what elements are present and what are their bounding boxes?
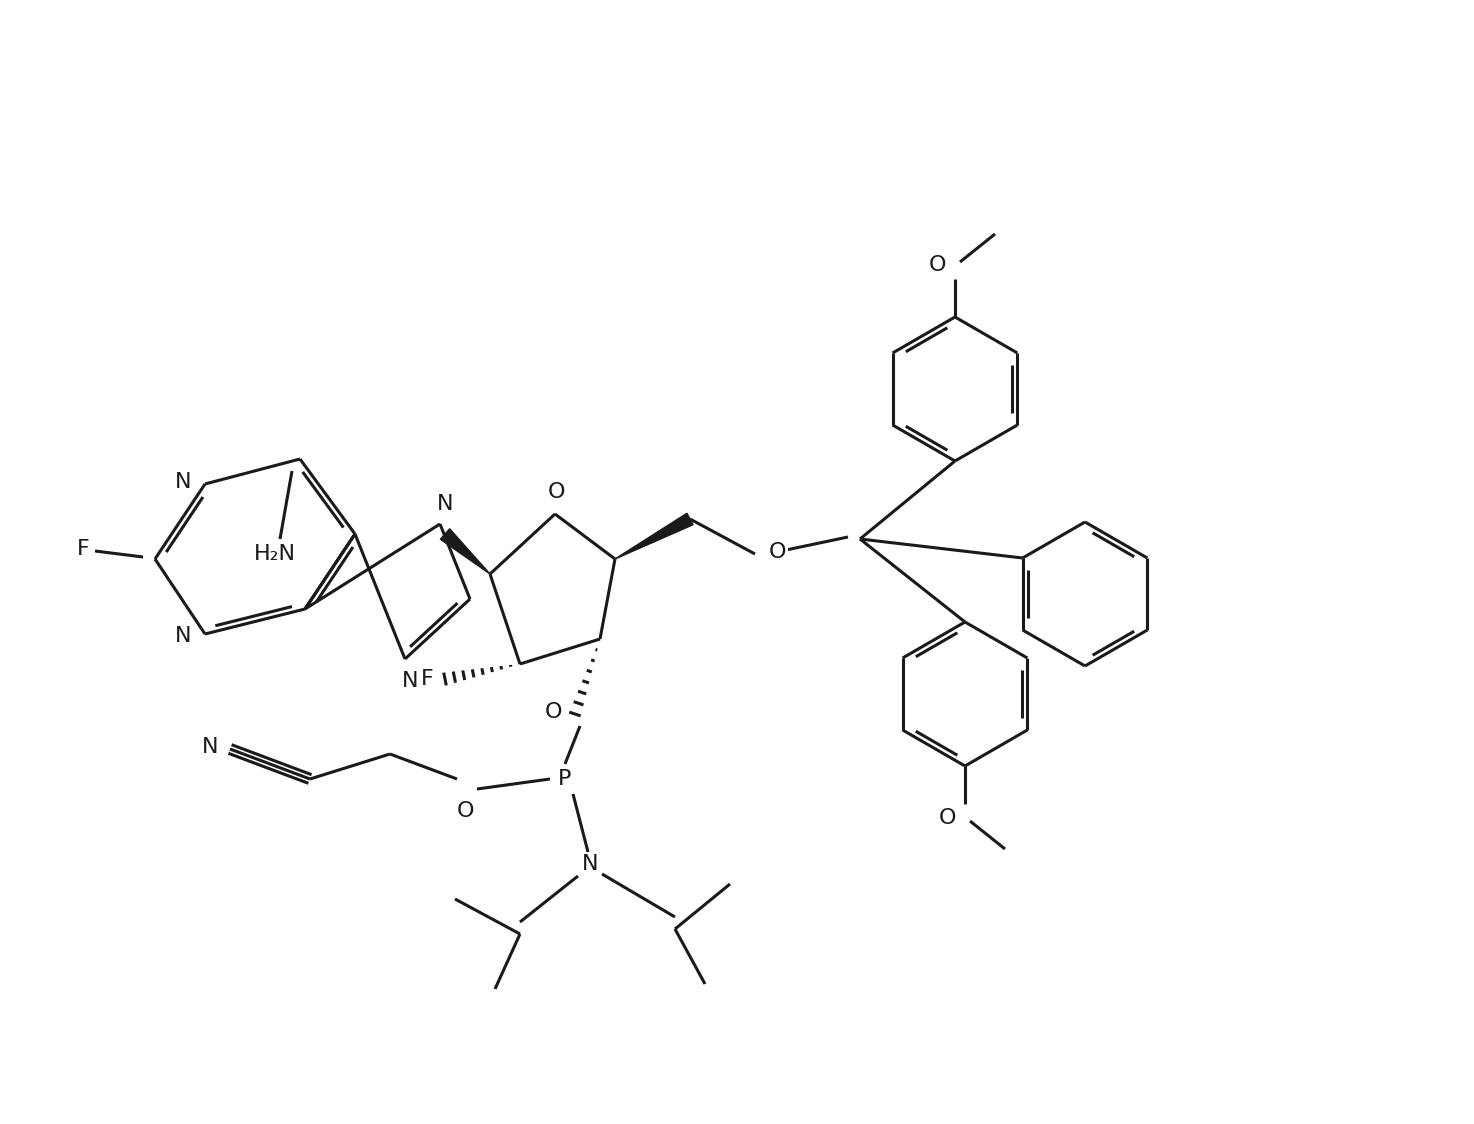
Text: N: N: [175, 472, 192, 492]
Text: N: N: [175, 626, 192, 646]
Text: O: O: [939, 808, 955, 828]
Polygon shape: [441, 528, 489, 574]
Text: H₂N: H₂N: [254, 544, 296, 564]
Text: O: O: [929, 255, 946, 275]
Text: F: F: [77, 540, 90, 559]
Text: N: N: [582, 854, 598, 874]
Text: N: N: [436, 495, 453, 514]
Text: P: P: [559, 769, 572, 789]
Polygon shape: [615, 514, 693, 559]
Text: N: N: [202, 737, 218, 756]
Text: N: N: [402, 671, 419, 691]
Text: F: F: [420, 669, 433, 689]
Text: O: O: [544, 702, 562, 722]
Text: O: O: [768, 542, 786, 562]
Text: O: O: [548, 482, 566, 502]
Text: O: O: [457, 801, 473, 821]
